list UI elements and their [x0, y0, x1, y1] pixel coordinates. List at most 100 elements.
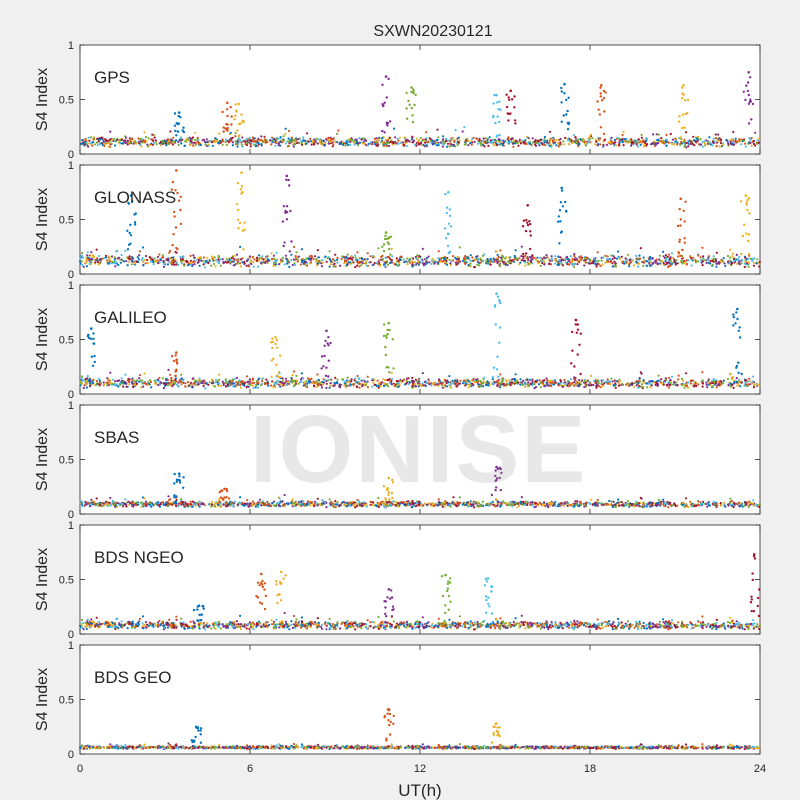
scatter-point — [522, 140, 526, 143]
spike-point — [732, 315, 735, 319]
spike-point — [276, 374, 279, 377]
scatter-point — [668, 376, 671, 379]
scatter-point — [694, 140, 697, 143]
scatter-point — [675, 381, 678, 384]
scatter-point — [457, 141, 460, 144]
scatter-point — [552, 142, 555, 145]
scatter-point — [630, 259, 634, 262]
scatter-point — [514, 373, 517, 376]
spike-point — [92, 332, 95, 335]
scatter-point — [495, 380, 498, 383]
scatter-point — [479, 261, 482, 264]
scatter-point — [300, 372, 303, 375]
scatter-point — [457, 261, 460, 264]
spike-point — [683, 241, 686, 244]
scatter-point — [463, 126, 466, 129]
scatter-point — [489, 260, 492, 263]
scatter-point — [372, 381, 375, 384]
scatter-point — [358, 265, 361, 268]
scatter-point — [235, 381, 238, 384]
scatter-point — [564, 136, 567, 139]
scatter-point — [259, 138, 262, 141]
scatter-point — [321, 383, 325, 386]
scatter-point — [411, 385, 414, 388]
spike-point — [686, 98, 690, 102]
scatter-point — [248, 378, 251, 381]
scatter-point — [647, 260, 651, 263]
scatter-point — [143, 258, 146, 262]
spike-point — [134, 212, 137, 215]
scatter-point — [439, 141, 442, 144]
scatter-point — [743, 139, 746, 142]
scatter-point — [441, 145, 444, 148]
scatter-point — [499, 373, 502, 376]
scatter-point — [224, 385, 228, 388]
scatter-point — [124, 249, 127, 252]
spike-point — [170, 355, 174, 358]
scatter-point — [418, 377, 421, 380]
scatter-point — [530, 143, 533, 147]
scatter-point — [141, 246, 145, 249]
scatter-point — [575, 258, 579, 261]
spike-point — [561, 205, 565, 208]
scatter-point — [270, 384, 273, 387]
scatter-point — [412, 257, 415, 260]
scatter-point — [671, 138, 675, 141]
scatter-point — [330, 378, 333, 381]
spike-point — [599, 92, 602, 95]
scatter-point — [632, 143, 635, 146]
scatter-point — [275, 251, 278, 254]
scatter-point — [690, 257, 693, 260]
scatter-point — [268, 259, 271, 262]
scatter-point — [185, 260, 189, 264]
scatter-point — [501, 378, 504, 381]
scatter-point — [79, 384, 82, 387]
scatter-point — [755, 141, 758, 144]
scatter-point — [128, 383, 131, 386]
scatter-point — [519, 142, 523, 145]
scatter-point — [470, 139, 473, 142]
scatter-point — [204, 387, 207, 390]
scatter-point — [510, 381, 513, 384]
scatter-point — [635, 254, 638, 258]
scatter-point — [185, 138, 188, 142]
scatter-point — [91, 380, 94, 383]
scatter-point — [217, 258, 220, 261]
scatter-point — [153, 379, 156, 382]
y-axis-label: S4 Index — [34, 308, 51, 371]
scatter-point — [329, 263, 332, 266]
scatter-point — [194, 143, 197, 146]
spike-point — [739, 200, 743, 203]
scatter-point — [210, 255, 214, 258]
scatter-point — [732, 139, 735, 142]
spike-point — [173, 215, 176, 218]
scatter-point — [222, 383, 225, 387]
scatter-point — [437, 380, 440, 383]
scatter-point — [420, 142, 423, 145]
scatter-point — [383, 382, 386, 385]
scatter-point — [369, 261, 372, 264]
scatter-point — [85, 265, 88, 268]
scatter-point — [94, 258, 97, 261]
spike-point — [171, 243, 174, 247]
spike-point — [239, 122, 242, 125]
scatter-point — [436, 128, 439, 131]
scatter-point — [327, 142, 330, 145]
scatter-point — [373, 383, 376, 386]
spike-point — [230, 115, 233, 118]
scatter-point — [90, 383, 93, 386]
scatter-point — [98, 254, 101, 258]
scatter-point — [751, 380, 755, 383]
scatter-point — [662, 250, 665, 253]
scatter-point — [531, 141, 535, 144]
scatter-point — [711, 144, 714, 147]
scatter-point — [338, 386, 342, 389]
scatter-point — [296, 141, 299, 144]
scatter-point — [668, 257, 671, 260]
scatter-point — [377, 386, 380, 389]
scatter-point — [423, 139, 426, 143]
scatter-point — [148, 143, 151, 147]
scatter-point — [445, 261, 448, 264]
scatter-point — [211, 380, 214, 383]
scatter-point — [255, 259, 258, 262]
